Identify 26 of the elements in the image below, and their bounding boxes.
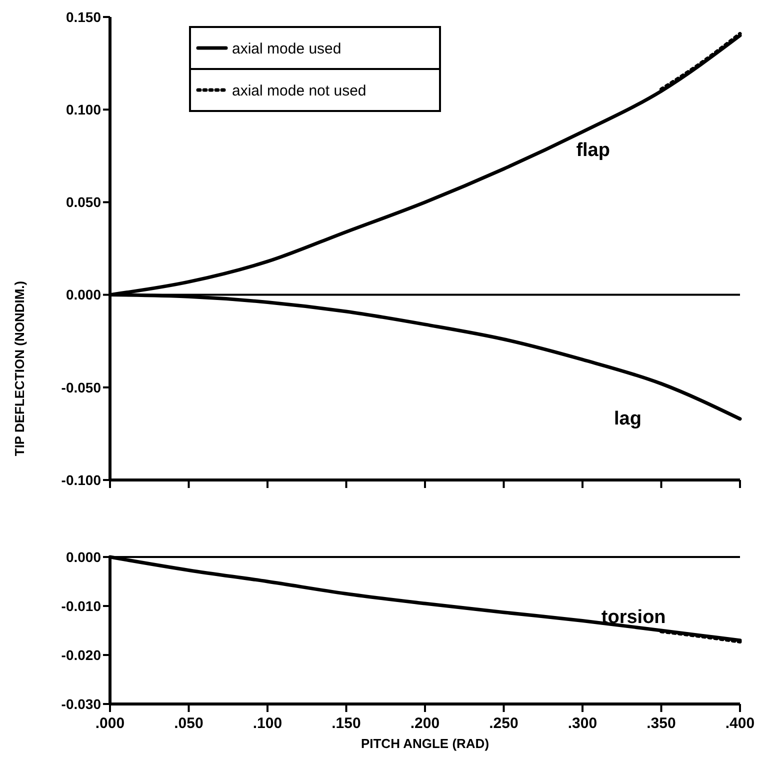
y-tick-label: 0.000	[66, 548, 102, 565]
legend-label: axial mode used	[232, 40, 342, 58]
y-tick-label: -0.010	[61, 598, 102, 614]
y-tick-label: -0.030	[61, 696, 102, 712]
x-tick-label: .200	[410, 715, 440, 732]
y-tick-label: -0.020	[61, 646, 102, 663]
x-axis-title: PITCH ANGLE (RAD)	[360, 736, 490, 751]
x-tick-label: .150	[332, 715, 361, 732]
y-axis-title: TIP DEFLECTION (NONDIM.)	[12, 280, 27, 456]
annotation: flap	[576, 140, 610, 161]
y-tick-label: 0.100	[66, 102, 102, 118]
x-tick-label: .250	[489, 715, 518, 732]
x-tick-label: .400	[725, 715, 755, 732]
legend-label: axial mode not used	[232, 82, 366, 100]
y-tick-label: 0.050	[66, 194, 102, 210]
annotation: torsion	[601, 607, 666, 628]
x-tick-label: .350	[646, 715, 676, 732]
y-tick-label: -0.050	[61, 379, 102, 396]
annotation: lag	[614, 408, 642, 430]
y-tick-label: 0.000	[66, 286, 102, 303]
y-tick-label: 0.150	[66, 8, 102, 25]
x-tick-label: .300	[568, 715, 598, 732]
x-tick-label: .050	[174, 715, 204, 732]
x-tick-label: .000	[95, 715, 125, 732]
y-tick-label: -0.100	[61, 472, 102, 488]
x-tick-label: .100	[252, 715, 282, 732]
